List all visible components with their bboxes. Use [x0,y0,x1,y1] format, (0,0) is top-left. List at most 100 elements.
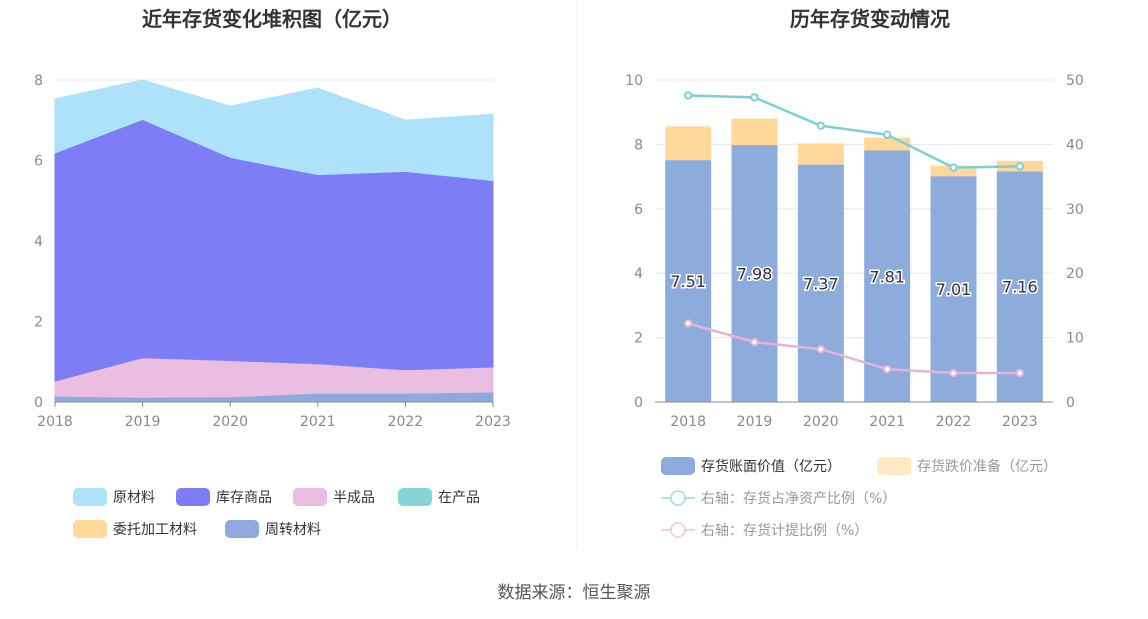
right-bars: 7.51 7.98 7.37 7.81 7.01 7.16 [665,118,1043,402]
line-point [816,344,826,354]
legend-swatch [73,520,107,538]
line-series-0 [688,94,1020,169]
left-y-tick-label: 4 [34,234,43,250]
right-right-y-tick-label: 20 [1066,266,1084,282]
line-point [750,93,759,102]
right-x-tick-label: 2022 [936,414,972,430]
legend-swatch [661,457,695,475]
bar-value-label: 7.37 [803,274,839,293]
legend-label: 在产品 [438,490,480,506]
left-legend-item[interactable]: 周转材料 [225,520,321,538]
legend-label: 委托加工材料 [113,522,197,538]
right-x-tick-label: 2023 [1002,414,1038,430]
legend-swatch [225,520,259,538]
right-x-tick-label: 2018 [670,414,706,430]
right-legend: 存货账面价值（亿元） 存货跌价准备（亿元） 右轴：存货占净资产比例（%） 右轴：存货计… [661,457,1057,539]
left-x-tick-label: 2022 [388,414,424,430]
data-source: 数据来源：恒生聚源 [498,583,651,603]
right-left-y-axis: 0 2 4 6 8 10 [625,73,643,411]
bar-impairment [731,118,778,146]
bar-value-label: 7.51 [670,272,706,291]
right-left-y-tick-label: 10 [625,73,643,89]
bar-value-label: 7.98 [737,265,773,284]
bar-book-value [930,176,977,402]
left-legend-item[interactable]: 在产品 [398,488,480,506]
left-chart-title: 近年存货变化堆积图（亿元） [142,7,402,31]
right-legend-item[interactable]: 右轴：存货计提比例（%） [661,522,868,539]
legend-marker [670,490,686,506]
legend-swatch [877,457,911,475]
legend-swatch [73,488,107,506]
right-x-tick-label: 2020 [803,414,839,430]
right-x-axis: 2018 2019 2020 2021 2022 2023 [655,401,1053,430]
legend-label: 库存商品 [216,490,272,506]
right-left-y-tick-label: 4 [634,266,643,282]
left-legend-item[interactable]: 半成品 [293,488,375,506]
left-legend-item[interactable]: 原材料 [73,488,155,506]
bar-book-value [731,145,778,402]
legend-label: 右轴：存货占净资产比例（%） [701,490,896,507]
bar-value-label: 7.81 [869,267,905,286]
right-left-y-tick-label: 0 [634,395,643,411]
left-x-tick-label: 2019 [125,414,161,430]
line-point [683,319,693,328]
line-point [882,364,892,374]
line-point [683,91,693,100]
bar-book-value [665,160,712,402]
right-x-tick-label: 2021 [869,414,905,430]
bar-value-label: 7.16 [1002,278,1038,297]
right-legend-item[interactable]: 存货账面价值（亿元） [661,457,841,475]
left-y-tick-label: 6 [34,154,43,170]
right-legend-item[interactable]: 右轴：存货占净资产比例（%） [661,490,896,507]
right-right-y-tick-label: 10 [1066,331,1084,347]
right-left-y-tick-label: 8 [634,137,643,153]
line-point [949,163,958,172]
bar-impairment [797,143,844,165]
bar-book-value [996,171,1043,402]
legend-label: 存货跌价准备（亿元） [917,458,1057,475]
left-x-tick-label: 2023 [475,414,511,430]
bar-value-label: 7.01 [936,280,972,299]
legend-label: 半成品 [333,490,375,506]
right-right-y-axis: 0 10 20 30 40 50 [1066,73,1084,411]
legend-swatch [176,488,210,506]
legend-label: 原材料 [113,490,155,506]
line-point [882,130,892,139]
line-series-1 [687,322,1020,375]
left-y-tick-label: 8 [34,73,43,89]
bar-line-chart: 历年存货变动情况 7.51 7.98 7.37 7.81 7.01 7.16 0 2 4 6 8 1… [625,7,1084,539]
legend-label: 存货账面价值（亿元） [701,458,841,475]
line-point [750,337,759,347]
area-series-5 [54,79,494,182]
legend-label: 周转材料 [265,522,321,538]
left-y-tick-label: 0 [34,395,43,411]
left-x-tick-label: 2018 [37,414,73,430]
right-x-tick-label: 2019 [737,414,773,430]
stacked-area-chart: 近年存货变化堆积图（亿元） 0 2 4 6 8 2018 2019 2020 2021 2022… [34,7,511,538]
right-right-y-tick-label: 0 [1066,395,1075,411]
right-gridlines [655,79,1053,403]
right-right-y-tick-label: 30 [1066,202,1084,218]
left-y-axis: 0 2 4 6 8 [34,73,43,411]
left-x-tick-label: 2021 [300,414,336,430]
left-legend-item[interactable]: 委托加工材料 [73,520,197,538]
legend-swatch [293,488,327,506]
legend-marker [670,522,686,538]
left-y-tick-label: 2 [34,315,43,331]
line-point [1015,368,1025,378]
right-right-y-tick-label: 40 [1066,137,1084,153]
right-chart-title: 历年存货变动情况 [790,7,950,31]
right-left-y-tick-label: 2 [634,331,643,347]
right-legend-item[interactable]: 存货跌价准备（亿元） [877,457,1057,475]
right-lines [683,91,1025,378]
left-x-tick-label: 2020 [212,414,248,430]
legend-label: 右轴：存货计提比例（%） [701,522,868,539]
right-right-y-tick-label: 50 [1066,73,1084,89]
left-x-axis: 2018 2019 2020 2021 2022 2023 [37,401,511,430]
left-legend-item[interactable]: 库存商品 [176,488,272,506]
right-left-y-tick-label: 6 [634,202,643,218]
bar-book-value [797,164,844,402]
left-area-series [54,79,494,403]
